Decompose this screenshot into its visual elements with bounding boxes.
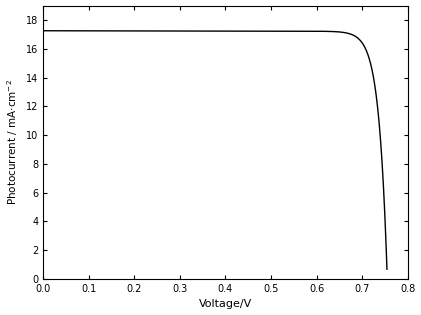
X-axis label: Voltage/V: Voltage/V [199,300,252,309]
Y-axis label: Photocurrent / mA$\cdot$cm$^{-2}$: Photocurrent / mA$\cdot$cm$^{-2}$ [5,79,20,205]
